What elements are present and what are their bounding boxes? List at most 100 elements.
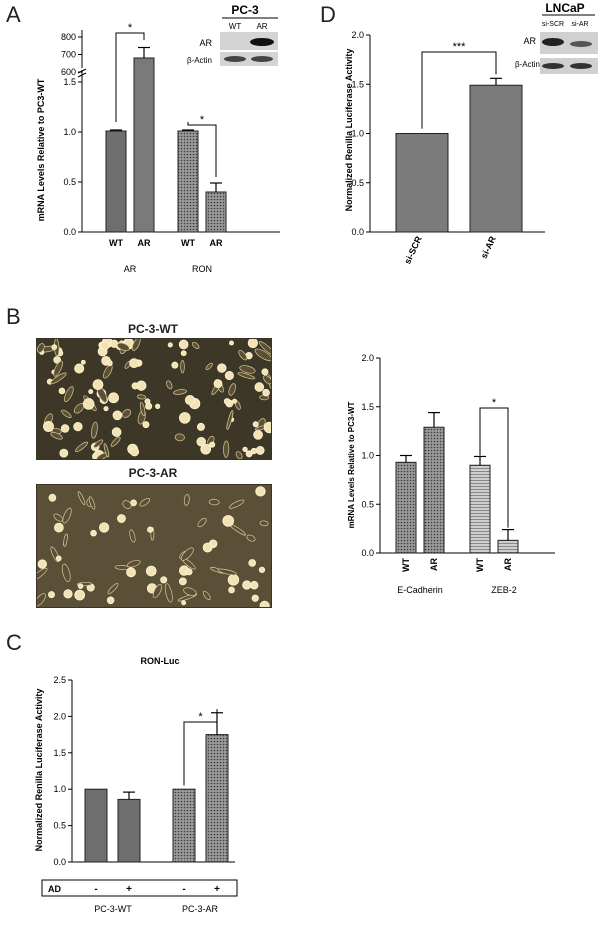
cell — [253, 429, 263, 440]
bar — [497, 539, 519, 554]
bar — [177, 130, 199, 233]
x-tick-label: AR — [138, 238, 151, 248]
y-axis-label: mRNA Levels Relative to PC3-WT — [347, 401, 356, 528]
y-tick-label: 0.5 — [351, 178, 364, 188]
cell — [50, 432, 63, 440]
significance-star: * — [200, 114, 205, 126]
micrograph-background — [37, 339, 271, 459]
panel-letter-c: C — [6, 630, 22, 655]
cell — [249, 581, 259, 590]
cell — [107, 583, 119, 595]
significance-bracket — [421, 51, 497, 129]
group-label: PC-3-AR — [182, 904, 219, 914]
bar — [205, 734, 229, 863]
cell — [55, 555, 62, 562]
cell — [63, 589, 73, 599]
cell — [155, 403, 161, 409]
cell — [58, 387, 66, 395]
cell — [180, 350, 187, 357]
y-tick-label: 2.0 — [351, 30, 364, 40]
y-tick-label: 0.0 — [351, 227, 364, 237]
cell — [217, 568, 237, 576]
cell — [75, 441, 89, 453]
bar — [395, 461, 417, 554]
y-tick-label: 800 — [61, 32, 76, 42]
significance-star: * — [128, 22, 133, 34]
blot-row-label: AR — [199, 38, 212, 48]
y-tick-label: 700 — [61, 50, 76, 60]
micrograph-title-ar: PC-3-AR — [128, 466, 178, 480]
cell — [262, 388, 270, 397]
cell — [205, 362, 213, 371]
cell — [250, 447, 258, 455]
y-tick-label: 0.0 — [63, 227, 76, 237]
cell — [255, 486, 266, 497]
x-tick-label: AR — [429, 558, 439, 571]
y-tick-label: 0.0 — [53, 857, 66, 867]
bar — [395, 133, 449, 233]
cell — [50, 372, 67, 385]
cell — [167, 342, 173, 348]
cell — [179, 412, 191, 424]
cell — [77, 491, 86, 506]
cell — [129, 358, 140, 369]
western-blot-lncap: LNCaP si-SCR si-AR AR β-Actin — [515, 1, 598, 74]
cell — [229, 340, 234, 346]
cell — [111, 427, 122, 437]
cell — [197, 517, 207, 528]
cell — [61, 563, 71, 582]
cell — [255, 446, 265, 455]
cell — [183, 494, 190, 506]
blot-lane-label: si-SCR — [542, 21, 564, 28]
x-tick-label: si-AR — [479, 234, 498, 260]
cell — [131, 382, 139, 390]
cell — [63, 533, 68, 547]
blot-band — [570, 63, 592, 69]
cell — [37, 593, 46, 607]
cell — [238, 349, 248, 361]
group-label: ZEB-2 — [491, 585, 517, 595]
cell — [202, 542, 213, 553]
x-tick-label: WT — [401, 558, 411, 572]
cell — [144, 398, 151, 405]
blot-band — [542, 38, 564, 46]
cell — [117, 514, 126, 523]
chart-title: RON-Luc — [141, 656, 180, 666]
cell — [224, 371, 234, 381]
cell — [90, 529, 97, 537]
cell — [259, 520, 269, 527]
cell — [251, 594, 259, 602]
y-tick-label: 1.0 — [351, 129, 364, 139]
cell — [152, 584, 163, 599]
micrograph-title-wt: PC-3-WT — [128, 322, 178, 336]
cell — [131, 339, 141, 351]
blot-row-label: β-Actin — [515, 60, 540, 69]
cell — [174, 433, 185, 442]
cell — [37, 567, 48, 582]
x-tick-label: AR — [210, 238, 223, 248]
cell — [61, 409, 72, 419]
y-axis-label: Normalized Renilla Luciferase Activity — [34, 689, 44, 852]
cell — [60, 424, 70, 433]
group-label: E-Cadherin — [397, 585, 443, 595]
cell — [98, 522, 110, 533]
treatment-sign: + — [214, 884, 220, 895]
blot-row-label: AR — [523, 36, 536, 46]
blot-band — [224, 56, 246, 62]
cell — [92, 379, 104, 390]
cell — [223, 398, 231, 405]
significance-bracket — [479, 407, 509, 528]
panel-letter-a: A — [6, 2, 21, 27]
blot-row-label: β-Actin — [187, 56, 212, 65]
cell — [209, 441, 216, 448]
cell — [237, 372, 256, 380]
cell — [136, 394, 147, 400]
cell — [53, 513, 64, 522]
cell — [82, 398, 95, 410]
bar — [469, 84, 523, 233]
cell — [130, 447, 140, 457]
y-tick-label: 1.0 — [63, 127, 76, 137]
cell — [121, 409, 132, 418]
cell — [88, 496, 96, 510]
